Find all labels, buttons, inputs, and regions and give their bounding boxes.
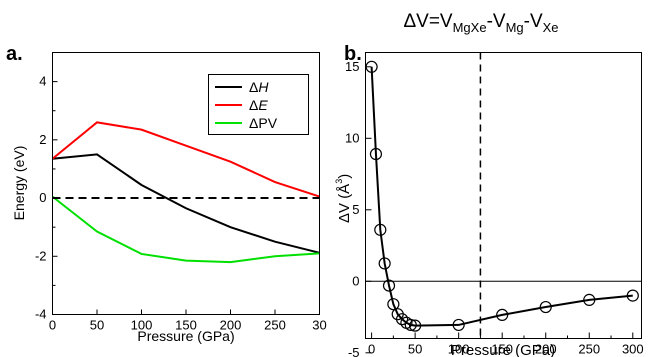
panel-a-legend-label-part: H bbox=[258, 79, 269, 95]
panel-b-xtick-label: 300 bbox=[622, 342, 644, 357]
panel-b-ylabel-part: ΔV (Å bbox=[336, 184, 353, 223]
panel-a-xtick-label: 250 bbox=[264, 318, 286, 333]
panel-b-xtick-label: 200 bbox=[535, 342, 557, 357]
panel-a-ytick-label: 4 bbox=[39, 74, 46, 89]
panel-b-xtick-label: 0 bbox=[368, 342, 375, 357]
panel-b-data-point bbox=[378, 257, 391, 270]
panel-b-data-point bbox=[387, 298, 400, 311]
panel-b-ytick-label: 0 bbox=[352, 273, 359, 288]
panel-a-series-line-1 bbox=[51, 121, 320, 198]
panel-a-xtick-label: 30 bbox=[312, 318, 326, 333]
panel-a-xtick-label: 50 bbox=[90, 318, 104, 333]
panel-b-title-part: ΔV=V bbox=[403, 11, 452, 32]
panel-b-ylabel: ΔV (Å3) bbox=[334, 174, 353, 223]
panel-b-title: ΔV=VMgXe-VMg-VXe bbox=[403, 11, 558, 35]
panel-b-data-point bbox=[539, 300, 552, 314]
panel-b-reference-lines bbox=[365, 52, 642, 339]
panel-b-data-point bbox=[369, 147, 383, 161]
panel-b-data-point bbox=[626, 289, 639, 302]
panel-b-xtick-label: 250 bbox=[578, 342, 600, 357]
panel-a-legend-label: ΔE bbox=[249, 97, 268, 113]
panel-a-energy-chart: a. 0 50 100 150 200 250 30 -4 -2 0 2 4 Pressure (GP… bbox=[6, 43, 327, 344]
panel-b-data-point bbox=[374, 223, 387, 236]
panel-a-series-lines bbox=[51, 121, 320, 264]
panel-a-legend-label-part: E bbox=[258, 97, 268, 113]
panel-b-title-sub: Xe bbox=[543, 20, 559, 35]
panel-b-title-sub: MgXe bbox=[453, 20, 487, 35]
panel-b-data-point bbox=[496, 308, 509, 322]
panel-b-label: b. bbox=[344, 43, 362, 65]
panel-b-data-point bbox=[404, 318, 417, 332]
panel-a-ytick-label: 0 bbox=[39, 190, 46, 205]
panel-b-ytick-label: 5 bbox=[352, 202, 359, 217]
panel-a-ticks: 0 50 100 150 200 250 30 -4 -2 0 2 4 bbox=[35, 74, 327, 333]
panel-b-title-part: -V bbox=[524, 11, 543, 32]
panel-a-xlabel: Pressure (GPa) bbox=[137, 328, 234, 344]
panel-b-ytick-label: -5 bbox=[348, 345, 360, 357]
panel-b-markers bbox=[365, 60, 639, 332]
panel-a-legend-label: ΔH bbox=[249, 79, 269, 95]
panel-b-data-point bbox=[452, 318, 465, 332]
panel-b-title-sub: Mg bbox=[506, 20, 524, 35]
panel-b-ytick-label: 15 bbox=[345, 59, 359, 74]
panel-a-label: a. bbox=[6, 43, 23, 65]
panel-b-xtick-label: 50 bbox=[408, 342, 422, 357]
panel-a-legend-label-part: Δ bbox=[249, 79, 258, 95]
panel-b-data-point bbox=[382, 279, 396, 292]
panel-b-data-point bbox=[409, 319, 422, 332]
panel-b-xtick-label: 150 bbox=[491, 342, 513, 357]
panel-a-legend-label-part: ΔPV bbox=[249, 115, 278, 131]
panel-b-data-point bbox=[583, 293, 596, 306]
panel-a-xtick-label: 0 bbox=[49, 318, 56, 333]
panel-b-series-line-0 bbox=[370, 66, 633, 327]
panel-b-ylabel-part: ) bbox=[336, 174, 353, 179]
panel-a-series-line-0 bbox=[52, 153, 320, 254]
panel-b-volume-chart: b. ΔV=VMgXe-VMg-VXe 0 50 100 150 200 250 300-5… bbox=[334, 11, 644, 357]
panel-a-xtick-label: 200 bbox=[220, 318, 242, 333]
panel-b-series-line bbox=[370, 66, 633, 327]
panel-a-series-line-2 bbox=[51, 195, 320, 264]
panel-b-xtick-label: 100 bbox=[448, 342, 470, 357]
panel-b-title-part: -V bbox=[487, 11, 506, 32]
panel-a-ytick-label: -2 bbox=[35, 248, 47, 263]
panel-b-plot-frame bbox=[365, 52, 642, 339]
panel-a-xtick-label: 100 bbox=[131, 318, 153, 333]
panel-a-ytick-label: 2 bbox=[39, 132, 46, 147]
panel-a-legend-label-part: Δ bbox=[249, 97, 258, 113]
panel-b-ticks: 0 50 100 150 200 250 300 -5 0 5 10 15 bbox=[345, 59, 644, 357]
panel-b-ylabel-sup: 3 bbox=[334, 179, 344, 184]
panel-a-legend-label: ΔPV bbox=[249, 115, 278, 131]
panel-b-ytick-label: 10 bbox=[345, 130, 359, 145]
panel-a-ylabel: Energy (eV) bbox=[11, 146, 27, 221]
panel-b-xlabel: Pressure (GPa) bbox=[451, 342, 555, 357]
panel-a-xtick-label: 150 bbox=[175, 318, 197, 333]
panel-a-ytick-label: -4 bbox=[35, 307, 47, 322]
panel-b-data-point bbox=[395, 313, 409, 326]
